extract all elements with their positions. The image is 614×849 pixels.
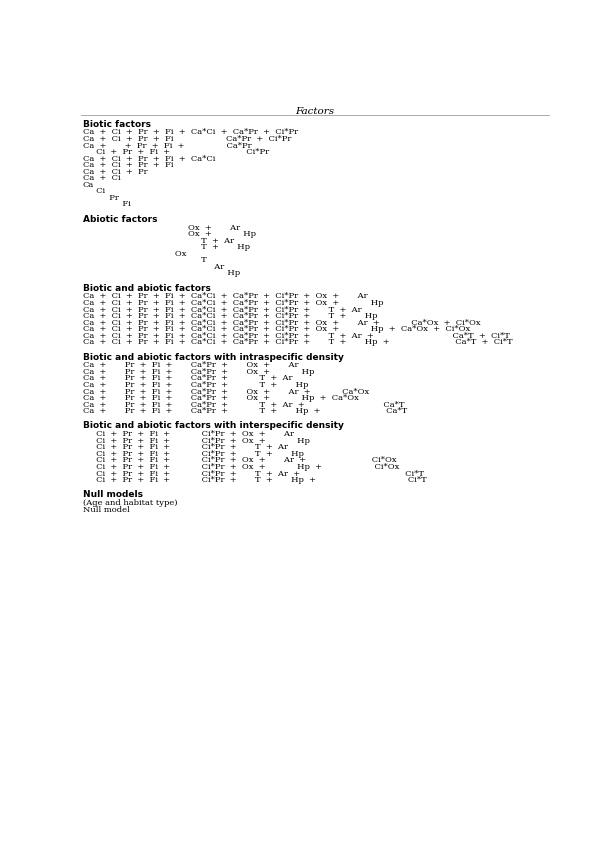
Text: Ca  +  Ci  +  Pr  +  Fi  +  Ca*Ci: Ca + Ci + Pr + Fi + Ca*Ci <box>83 155 216 163</box>
Text: Biotic and abiotic factors with interspecific density: Biotic and abiotic factors with interspe… <box>83 421 344 430</box>
Text: Ci  +  Pr  +  Fi  +            Ci*Pr  +       T  +       Hp  +                  : Ci + Pr + Fi + Ci*Pr + T + Hp + <box>83 476 427 484</box>
Text: Ca  +  Ci  +  Pr  +  Fi  +  Ca*Ci  +  Ca*Pr  +  Ci*Pr  +  Ox  +       Ar  +     : Ca + Ci + Pr + Fi + Ca*Ci + Ca*Pr + Ci*P… <box>83 318 481 327</box>
Text: Ci  +  Pr  +  Fi  +            Ci*Pr  +  Ox  +            Hp: Ci + Pr + Fi + Ci*Pr + Ox + Hp <box>83 437 310 445</box>
Text: Ca  +       Pr  +  Fi  +       Ca*Pr  +       Ox  +       Ar  +            Ca*Ox: Ca + Pr + Fi + Ca*Pr + Ox + Ar + Ca*Ox <box>83 387 369 396</box>
Text: Ci  +  Pr  +  Fi  +                             Ci*Pr: Ci + Pr + Fi + Ci*Pr <box>83 148 269 156</box>
Text: Factors: Factors <box>295 107 334 116</box>
Text: Ci  +  Pr  +  Fi  +            Ci*Pr  +       T  +  Ar  +                       : Ci + Pr + Fi + Ci*Pr + T + Ar + <box>83 469 424 477</box>
Text: Ca  +  Ci  +  Pr  +  Fi: Ca + Ci + Pr + Fi <box>83 161 173 169</box>
Text: Null models: Null models <box>83 491 143 499</box>
Text: Ci  +  Pr  +  Fi  +            Ci*Pr  +  Ox  +       Ar  +                      : Ci + Pr + Fi + Ci*Pr + Ox + Ar + <box>83 457 397 464</box>
Text: Ca  +       +  Pr  +  Fi  +                Ca*Pr: Ca + + Pr + Fi + Ca*Pr <box>83 142 252 149</box>
Text: T: T <box>83 256 207 264</box>
Text: Ox  +            Hp: Ox + Hp <box>83 230 256 238</box>
Text: Ca  +  Ci  +  Pr  +  Fi  +  Ca*Ci  +  Ca*Pr  +  Ci*Pr  +  Ox  +            Hp  +: Ca + Ci + Pr + Fi + Ca*Ci + Ca*Pr + Ci*P… <box>83 325 470 333</box>
Text: Ox: Ox <box>83 250 187 258</box>
Text: Ca  +       Pr  +  Fi  +       Ca*Pr  +            T  +  Ar  +                  : Ca + Pr + Fi + Ca*Pr + T + Ar + <box>83 401 405 408</box>
Text: Ca  +  Ci  +  Pr  +  Fi  +  Ca*Ci  +  Ca*Pr  +  Ci*Pr  +  Ox  +       Ar: Ca + Ci + Pr + Fi + Ca*Ci + Ca*Pr + Ci*P… <box>83 292 368 301</box>
Text: Ca  +  Ci  +  Pr  +  Fi  +  Ca*Ci  +  Ca*Pr  +  Ci*Pr  +       T  +  Ar  +      : Ca + Ci + Pr + Fi + Ca*Ci + Ca*Pr + Ci*P… <box>83 332 510 340</box>
Text: Ca  +       Pr  +  Fi  +       Ca*Pr  +            T  +       Hp: Ca + Pr + Fi + Ca*Pr + T + Hp <box>83 381 308 389</box>
Text: Ca: Ca <box>83 181 94 188</box>
Text: Ci: Ci <box>83 188 105 195</box>
Text: Ca  +       Pr  +  Fi  +       Ca*Pr  +       Ox  +            Hp  +  Ca*Ox: Ca + Pr + Fi + Ca*Pr + Ox + Hp + Ca*Ox <box>83 394 359 402</box>
Text: Ci  +  Pr  +  Fi  +            Ci*Pr  +  Ox  +       Ar: Ci + Pr + Fi + Ci*Pr + Ox + Ar <box>83 430 294 438</box>
Text: Ar: Ar <box>83 263 224 271</box>
Text: Ca  +  Ci: Ca + Ci <box>83 174 120 183</box>
Text: Ca  +  Ci  +  Pr  +  Fi  +  Ca*Ci  +  Ca*Pr  +  Ci*Pr  +       T  +  Ar: Ca + Ci + Pr + Fi + Ca*Ci + Ca*Pr + Ci*P… <box>83 306 362 313</box>
Text: Pr: Pr <box>83 194 119 202</box>
Text: Ca  +  Ci  +  Pr  +  Fi                    Ca*Pr  +  Ci*Pr: Ca + Ci + Pr + Fi Ca*Pr + Ci*Pr <box>83 135 291 143</box>
Text: Ca  +  Ci  +  Pr  +  Fi  +  Ca*Ci  +  Ca*Pr  +  Ci*Pr: Ca + Ci + Pr + Fi + Ca*Ci + Ca*Pr + Ci*P… <box>83 128 298 137</box>
Text: Ca  +  Ci  +  Pr  +  Fi  +  Ca*Ci  +  Ca*Pr  +  Ci*Pr  +       T  +       Hp: Ca + Ci + Pr + Fi + Ca*Ci + Ca*Pr + Ci*P… <box>83 312 378 320</box>
Text: (Age and habitat type): (Age and habitat type) <box>83 499 177 507</box>
Text: Ca  +       Pr  +  Fi  +       Ca*Pr  +            T  +  Ar: Ca + Pr + Fi + Ca*Pr + T + Ar <box>83 374 292 382</box>
Text: Ca  +       Pr  +  Fi  +       Ca*Pr  +       Ox  +       Ar: Ca + Pr + Fi + Ca*Pr + Ox + Ar <box>83 362 298 369</box>
Text: Biotic and abiotic factors with intraspecific density: Biotic and abiotic factors with intraspe… <box>83 352 344 362</box>
Text: Biotic and abiotic factors: Biotic and abiotic factors <box>83 284 211 293</box>
Text: T  +       Hp: T + Hp <box>83 243 250 251</box>
Text: Ca  +  Ci  +  Pr: Ca + Ci + Pr <box>83 168 147 176</box>
Text: Fi: Fi <box>83 200 131 209</box>
Text: Ca  +  Ci  +  Pr  +  Fi  +  Ca*Ci  +  Ca*Pr  +  Ci*Pr  +       T  +       Hp  + : Ca + Ci + Pr + Fi + Ca*Ci + Ca*Pr + Ci*P… <box>83 338 513 346</box>
Text: Ci  +  Pr  +  Fi  +            Ci*Pr  +  Ox  +            Hp  +                 : Ci + Pr + Fi + Ci*Pr + Ox + Hp + <box>83 463 399 471</box>
Text: Ca  +       Pr  +  Fi  +       Ca*Pr  +       Ox  +            Hp: Ca + Pr + Fi + Ca*Pr + Ox + Hp <box>83 368 314 376</box>
Text: Null model: Null model <box>83 506 130 514</box>
Text: T  +  Ar: T + Ar <box>83 237 234 245</box>
Text: Ox  +       Ar: Ox + Ar <box>83 223 240 232</box>
Text: Ci  +  Pr  +  Fi  +            Ci*Pr  +       T  +       Hp: Ci + Pr + Fi + Ci*Pr + T + Hp <box>83 450 304 458</box>
Text: Abiotic factors: Abiotic factors <box>83 215 157 223</box>
Text: Ca  +  Ci  +  Pr  +  Fi  +  Ca*Ci  +  Ca*Pr  +  Ci*Pr  +  Ox  +            Hp: Ca + Ci + Pr + Fi + Ca*Ci + Ca*Pr + Ci*P… <box>83 299 384 307</box>
Text: Hp: Hp <box>83 269 240 278</box>
Text: Ca  +       Pr  +  Fi  +       Ca*Pr  +            T  +       Hp  +             : Ca + Pr + Fi + Ca*Pr + T + Hp + <box>83 408 407 415</box>
Text: Biotic factors: Biotic factors <box>83 120 151 128</box>
Text: Ci  +  Pr  +  Fi  +            Ci*Pr  +       T  +  Ar: Ci + Pr + Fi + Ci*Pr + T + Ar <box>83 443 288 452</box>
